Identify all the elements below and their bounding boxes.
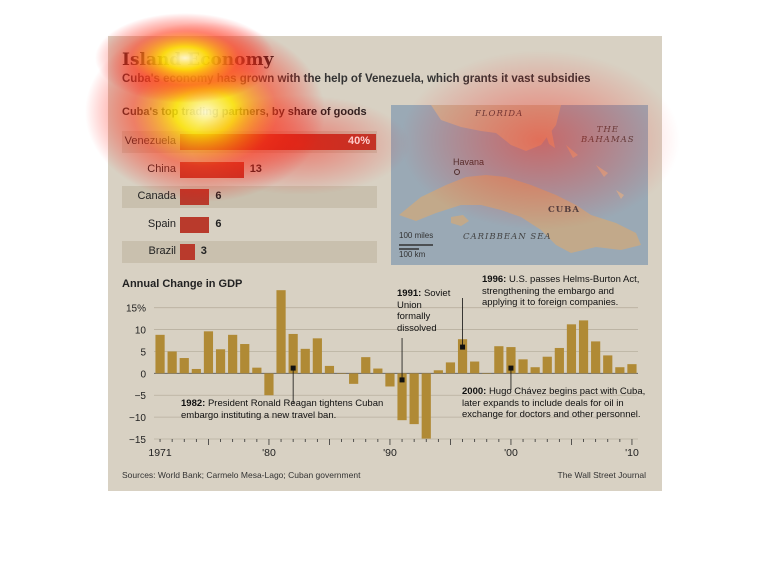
gdp-bar xyxy=(324,365,335,374)
y-tick-label: 5 xyxy=(140,347,146,358)
annotation-year: 2000: xyxy=(462,386,489,397)
gdp-bar xyxy=(615,367,625,374)
gdp-bar xyxy=(361,357,371,374)
gdp-bar xyxy=(506,347,516,374)
annotation-text: Hugo Chávez begins pact with Cuba, later… xyxy=(462,386,646,420)
gdp-bar xyxy=(300,348,310,374)
annotation-1982: 1982: President Ronald Reagan tightens C… xyxy=(181,398,391,421)
partner-value: 3 xyxy=(200,245,207,257)
gdp-bar xyxy=(457,339,468,374)
gdp-bar xyxy=(470,361,480,374)
gdp-bar xyxy=(530,367,540,374)
gdp-bar xyxy=(155,334,165,374)
x-tick-label: 1971 xyxy=(148,447,172,459)
gdp-bar xyxy=(578,320,589,374)
annotation-text: President Ronald Reagan tightens Cuban e… xyxy=(181,398,384,421)
y-tick-label: 15% xyxy=(126,304,146,315)
gdp-bar xyxy=(603,355,613,374)
annotation-text: Soviet Union formally dissolved xyxy=(397,288,451,334)
gdp-bar xyxy=(397,373,407,421)
gdp-chart-title: Annual Change in GDP xyxy=(122,278,243,290)
gdp-bar xyxy=(373,368,383,374)
gdp-bar xyxy=(215,349,226,374)
scale-km-label: 100 km xyxy=(399,250,426,259)
gdp-bar xyxy=(421,373,431,439)
scale-miles-label: 100 miles xyxy=(399,231,434,240)
gdp-bar xyxy=(276,290,286,374)
annotation-1996: 1996: U.S. passes Helms-Burton Act, stre… xyxy=(482,274,652,309)
gdp-bar xyxy=(542,356,552,374)
gdp-bar xyxy=(627,364,637,374)
y-tick-label: −10 xyxy=(129,413,146,424)
sources-note: Sources: World Bank; Carmelo Mesa-Lago; … xyxy=(122,470,361,480)
annotation-1991: 1991: Soviet Union formally dissolved xyxy=(397,288,457,334)
x-tick-label: '80 xyxy=(262,447,276,459)
gdp-bar xyxy=(179,358,189,374)
gdp-bar xyxy=(240,344,250,374)
x-tick-label: '00 xyxy=(504,447,518,459)
y-tick-label: 0 xyxy=(140,369,146,380)
gdp-bar xyxy=(191,368,201,374)
gdp-bar xyxy=(409,373,419,425)
annotation-year: 1982: xyxy=(181,398,208,409)
annotation-text: U.S. passes Helms-Burton Act, strengthen… xyxy=(482,274,640,308)
gdp-bar xyxy=(312,338,322,374)
annotation-marker xyxy=(399,377,405,383)
y-tick-label: −15 xyxy=(129,435,146,446)
gdp-bar xyxy=(433,370,443,374)
gdp-bar xyxy=(494,346,504,374)
gdp-bar xyxy=(554,347,564,374)
annotation-marker xyxy=(508,365,514,371)
x-tick-label: '10 xyxy=(625,447,639,459)
partner-label: Spain xyxy=(147,217,176,230)
partner-label: Brazil xyxy=(148,245,176,257)
gdp-bar xyxy=(252,367,262,374)
publisher-credit: The Wall Street Journal xyxy=(557,470,647,480)
sea-label: CARIBBEAN SEA xyxy=(463,232,552,242)
y-tick-label: 10 xyxy=(135,326,147,337)
gdp-bar xyxy=(349,373,359,384)
annotation-2000: 2000: Hugo Chávez begins pact with Cuba,… xyxy=(462,386,652,421)
gdp-bar xyxy=(288,333,298,374)
gdp-bar xyxy=(518,359,528,374)
partner-row-brazil: Brazil 3 xyxy=(122,241,377,263)
gdp-bar xyxy=(591,341,601,374)
x-tick-label: '90 xyxy=(383,447,397,459)
gdp-bar xyxy=(385,373,395,387)
gdp-bar xyxy=(482,373,492,374)
gdp-bar xyxy=(203,331,214,374)
gdp-bar xyxy=(228,334,238,374)
annotation-year: 1996: xyxy=(482,274,509,285)
annotation-marker xyxy=(460,344,466,350)
partner-value: 6 xyxy=(215,217,222,230)
gdp-bar xyxy=(167,351,177,374)
gdp-bar xyxy=(445,362,456,374)
gdp-bar xyxy=(264,373,274,396)
annotation-marker xyxy=(290,365,296,371)
gdp-bar xyxy=(566,324,577,374)
partner-bar xyxy=(180,244,195,260)
y-tick-label: −5 xyxy=(135,391,147,402)
partner-row-spain: Spain 6 xyxy=(122,214,377,236)
annotation-year: 1991: xyxy=(397,288,424,299)
gdp-bar xyxy=(336,373,347,374)
infographic-panel: Island Economy Cuba's economy has grown … xyxy=(108,36,662,491)
partner-bar xyxy=(180,216,210,233)
